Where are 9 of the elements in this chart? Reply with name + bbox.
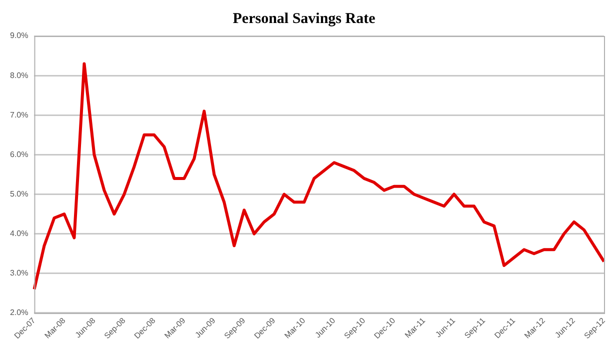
y-tick-label: 7.0% — [10, 110, 28, 120]
chart-title: Personal Savings Rate — [232, 10, 376, 27]
y-tick-label: 8.0% — [10, 70, 28, 80]
y-tick-label: 2.0% — [10, 308, 28, 318]
y-tick-label: 6.0% — [10, 150, 28, 159]
y-tick-label: 3.0% — [10, 268, 28, 278]
y-tick-label: 4.0% — [10, 229, 28, 238]
y-tick-label: 9.0% — [10, 31, 28, 40]
y-tick-label: 5.0% — [10, 189, 28, 198]
